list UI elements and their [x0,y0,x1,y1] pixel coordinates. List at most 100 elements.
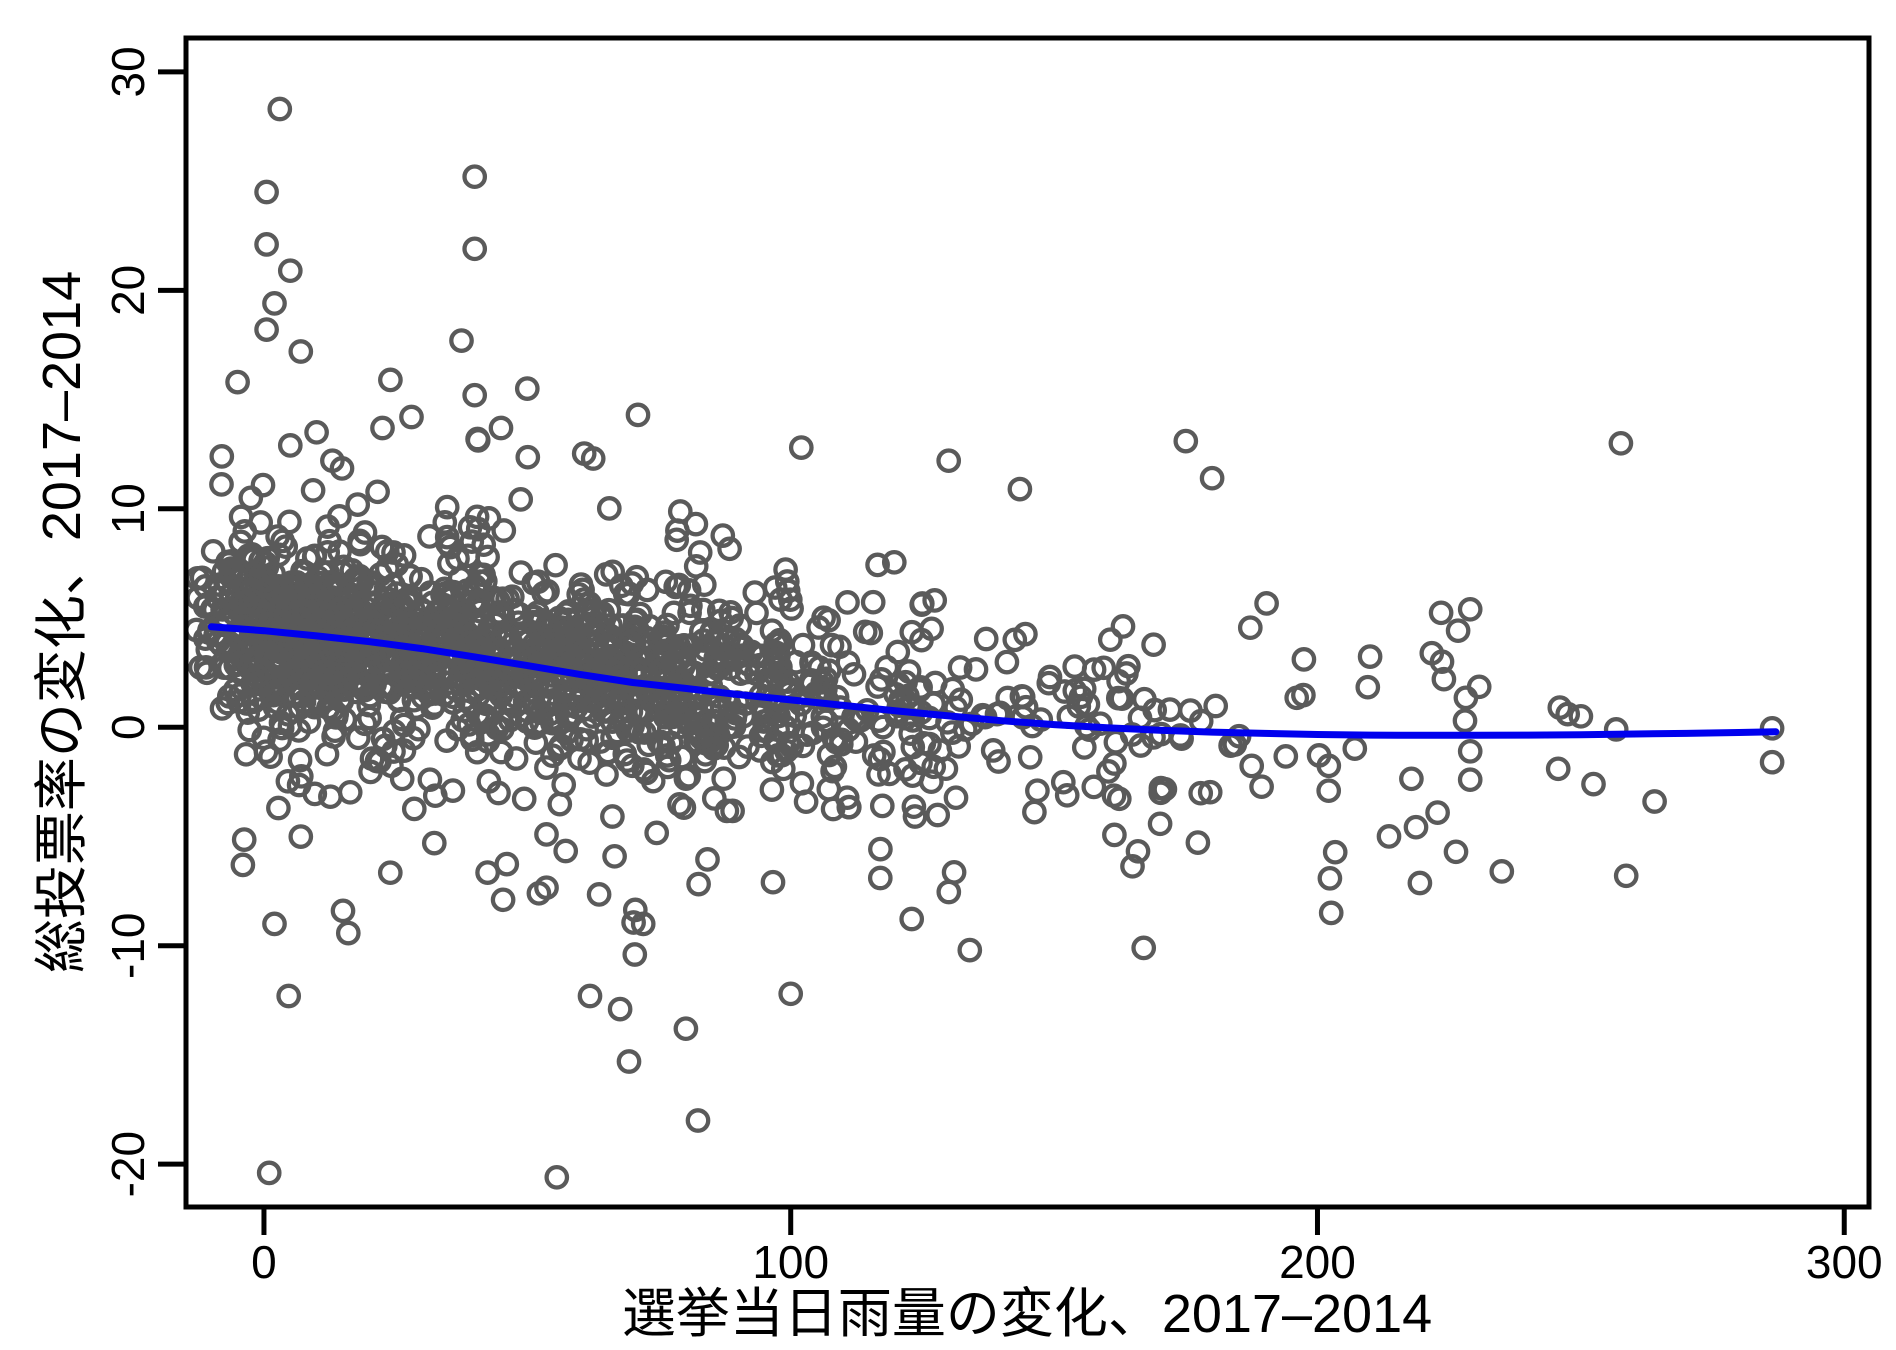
scatter-point [234,691,260,716]
scatter-point [683,511,709,537]
scatter-point [352,711,378,737]
scatter-point [936,448,962,474]
scatter-point [1355,674,1381,700]
scatter-point [421,830,447,856]
scatter-point [1237,615,1263,641]
scatter-point [742,580,768,605]
scatter-point [316,605,342,630]
scatter-point [621,910,646,935]
scatter-point [508,560,534,585]
scatter-point [667,792,692,817]
scatter-point [1759,715,1785,741]
lowess-line [207,623,1780,739]
scatter-point [347,565,373,591]
scatter-point [408,566,434,592]
scatter-point [1291,647,1317,672]
scatter-point [1466,674,1492,700]
scatter-point [309,690,334,715]
scatter-point [488,739,514,765]
scatter-point [687,540,713,565]
scatter-point [1081,774,1107,800]
scatter-point [709,696,735,722]
scatter-point [1025,778,1050,804]
scatter-point [592,683,618,708]
scatter-point [417,767,443,793]
y-axis-title: 総投票率の変化、2017–2014 [32,271,92,973]
scatter-point [936,879,962,905]
scatter-point [1197,779,1223,805]
scatter-point [1050,769,1076,795]
scatter-point [900,763,925,789]
scatter-point [379,676,404,701]
scatter-point [667,499,693,524]
scatter-point [1105,685,1131,711]
scatter-point [262,291,287,316]
scatter-point [254,317,279,342]
scatter-point [1199,465,1225,491]
scatter-point [277,433,303,458]
scatter-point [549,637,574,662]
scatter-point [630,911,656,937]
scatter-point [277,258,303,284]
scatter-point [389,766,415,792]
y-tick-label: -20 [102,1131,154,1197]
scatter-point [1007,476,1033,502]
scatter-point [941,859,967,885]
scatter-point [943,785,969,811]
scatter-point [711,766,737,792]
scatter-point [1342,736,1368,761]
scatter-point [358,623,384,649]
scatter-point [330,898,356,924]
scatter-point [258,744,283,770]
scatter-point [759,777,785,802]
scatter-point [828,731,854,757]
scatter-point [706,598,732,624]
scatter-point [1457,596,1483,622]
scatter-point [664,527,690,553]
scatter-point [228,529,254,555]
scatter-point [1147,811,1173,837]
scatter-point [465,516,491,542]
scatter-point [908,675,933,700]
scatter-point [422,612,448,638]
scatter-point [211,559,237,585]
scatter-point [836,794,862,820]
scatter-point [1452,708,1478,734]
scatter-point [296,709,322,735]
scatter-point [816,776,842,802]
scatter-point [765,717,790,743]
scatter-point [200,538,226,564]
scatter-point [673,1016,699,1042]
scatter-point [1407,870,1433,896]
scatter-point [604,719,630,745]
scatter-point [793,789,819,815]
scatter-point [625,402,651,428]
scatter-point [288,574,314,599]
scatter-point [401,796,427,822]
scatter-point [790,632,816,658]
scatter-point [534,822,559,847]
scatter-point [275,701,301,727]
scatter-point [596,496,622,521]
scatter-point [1273,744,1299,769]
scatter-point [285,673,310,699]
scatter-point [594,762,619,787]
scatter-point [1173,428,1199,454]
scatter-point [694,708,719,734]
scatter-point [1017,744,1043,770]
scatter-point [398,564,423,589]
scatter-point [588,648,614,674]
scatter-point [835,590,860,615]
scatter-point [1131,935,1157,961]
scatter-point [760,869,786,895]
scatter-point [651,624,676,650]
scatter-point [300,477,326,503]
scatter-point [231,827,257,852]
scatter-point [259,663,285,689]
scatter-point [1603,717,1629,742]
scatter-point [1054,782,1080,808]
scatter-point [614,748,640,773]
scatter-point [827,634,852,660]
scatter-point [593,562,619,587]
